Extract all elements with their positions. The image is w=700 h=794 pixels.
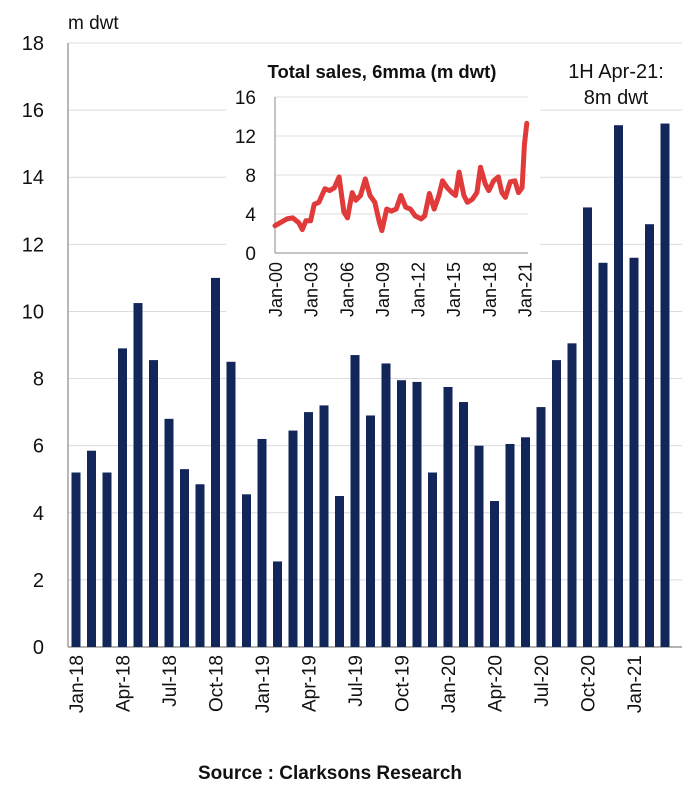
bar-Jul-18 (164, 418, 174, 647)
bar-Apr-19 (304, 412, 313, 647)
x-tick-label: Jul-18 (160, 655, 181, 707)
inset-chart: Total sales, 6mma (m dwt) 0 4 8 12 16 Jan-00… (226, 56, 540, 336)
bar-Sep-18 (195, 484, 205, 647)
inset-x-tick-labels: Jan-00 Jan-03 Jan-06 Jan-09 Jan-12 Jan-15 Jan-… (266, 262, 535, 317)
y-tick-label: 10 (22, 301, 44, 323)
bar-Jun-20 (521, 437, 530, 647)
bar-Sep-19 (381, 363, 391, 647)
inset-y-tick-label: 4 (245, 205, 256, 226)
bar-Feb-19 (273, 561, 282, 647)
bar-Jul-20 (536, 407, 546, 647)
inset-y-tick-label: 12 (235, 127, 256, 148)
bar-Feb-20 (459, 402, 468, 647)
main-x-tick-labels: Jan-18 Apr-18 Jul-18 Oct-18 Jan-19 Apr-19 Jul-… (67, 655, 646, 713)
bar-Dec-20 (614, 125, 623, 647)
x-tick-label: Jan-18 (67, 655, 88, 713)
inset-x-tick-label: Jan-09 (373, 262, 393, 317)
bar-Aug-20 (552, 360, 561, 647)
bar-Feb-21 (645, 224, 654, 647)
inset-y-tick-label: 0 (245, 244, 256, 265)
x-tick-label: Jul-19 (346, 655, 367, 707)
y-tick-label: 0 (33, 637, 44, 659)
bar-Aug-18 (180, 469, 189, 647)
bar-Nov-20 (598, 262, 608, 647)
bar-Oct-18 (211, 277, 220, 647)
x-tick-label: Jul-20 (532, 655, 553, 707)
bar-Mar-21 (660, 123, 670, 648)
inset-background (226, 56, 540, 336)
bar-Oct-19 (397, 380, 406, 647)
bar-Sep-20 (567, 343, 577, 647)
inset-title: Total sales, 6mma (m dwt) (268, 61, 497, 82)
inset-y-tick-labels: 0 4 8 12 16 (235, 88, 257, 265)
bar-Nov-18 (226, 361, 236, 647)
x-tick-label: Jan-20 (439, 655, 460, 713)
inset-x-tick-label: Jan-15 (444, 262, 464, 317)
y-tick-label: 8 (33, 369, 44, 391)
x-tick-label: Apr-18 (114, 655, 135, 712)
bar-May-19 (319, 405, 329, 647)
bar-Apr-18 (118, 348, 127, 647)
inset-y-tick-label: 8 (245, 166, 256, 187)
bar-Oct-20 (583, 207, 592, 647)
x-tick-label: Oct-18 (207, 655, 228, 712)
y-tick-label: 4 (33, 503, 44, 525)
bar-Dec-19 (428, 472, 437, 647)
y-tick-label: 12 (22, 234, 44, 256)
y-tick-label: 2 (33, 570, 44, 592)
y-tick-label: 14 (22, 167, 44, 189)
inset-gridlines (274, 96, 528, 254)
bar-Mar-18 (102, 472, 112, 647)
inset-x-tick-label: Jan-03 (302, 262, 322, 317)
inset-series-line (272, 120, 530, 234)
inset-x-tick-label: Jan-12 (409, 262, 429, 317)
x-tick-label: Apr-19 (300, 655, 321, 712)
inset-x-tick-label: Jan-18 (480, 262, 500, 317)
bar-Aug-19 (366, 415, 375, 647)
y-tick-label: 6 (33, 436, 44, 458)
x-tick-label: Oct-20 (579, 655, 600, 712)
bar-Jan-18 (71, 472, 81, 647)
bar-Jul-19 (350, 355, 360, 647)
bar-Jun-19 (335, 496, 344, 647)
bar-Jan-21 (629, 257, 639, 647)
bar-May-20 (505, 443, 515, 647)
x-tick-label: Jan-21 (625, 655, 646, 713)
bar-Feb-18 (87, 450, 96, 647)
y-tick-label: 18 (22, 33, 44, 55)
inset-x-tick-label: Jan-06 (337, 262, 357, 317)
bar-May-18 (133, 303, 143, 647)
bar-Nov-19 (412, 381, 422, 647)
bar-Mar-20 (474, 445, 484, 647)
annotation-line-1: 1H Apr-21: (568, 61, 664, 83)
y-axis-label: m dwt (68, 13, 119, 34)
annotation-line-2: 8m dwt (584, 87, 649, 109)
bar-Jan-20 (443, 386, 453, 647)
source-note: Source : Clarksons Research (198, 763, 462, 784)
x-tick-label: Oct-19 (393, 655, 414, 712)
bar-Mar-19 (288, 430, 298, 647)
x-tick-label: Jan-19 (253, 655, 274, 713)
x-tick-label: Apr-20 (486, 655, 507, 712)
inset-y-tick-label: 16 (235, 88, 256, 109)
main-y-tick-labels: 0 2 4 6 8 10 12 14 16 18 (22, 33, 44, 659)
bar-Jan-19 (257, 438, 267, 647)
main-bars (71, 123, 670, 648)
bar-Dec-18 (242, 494, 251, 647)
inset-x-tick-label: Jan-00 (266, 262, 286, 317)
inset-x-tick-label: Jan-21 (515, 262, 535, 317)
bar-Jun-18 (149, 360, 158, 647)
bar-Apr-20 (490, 501, 499, 647)
y-tick-label: 16 (22, 100, 44, 122)
